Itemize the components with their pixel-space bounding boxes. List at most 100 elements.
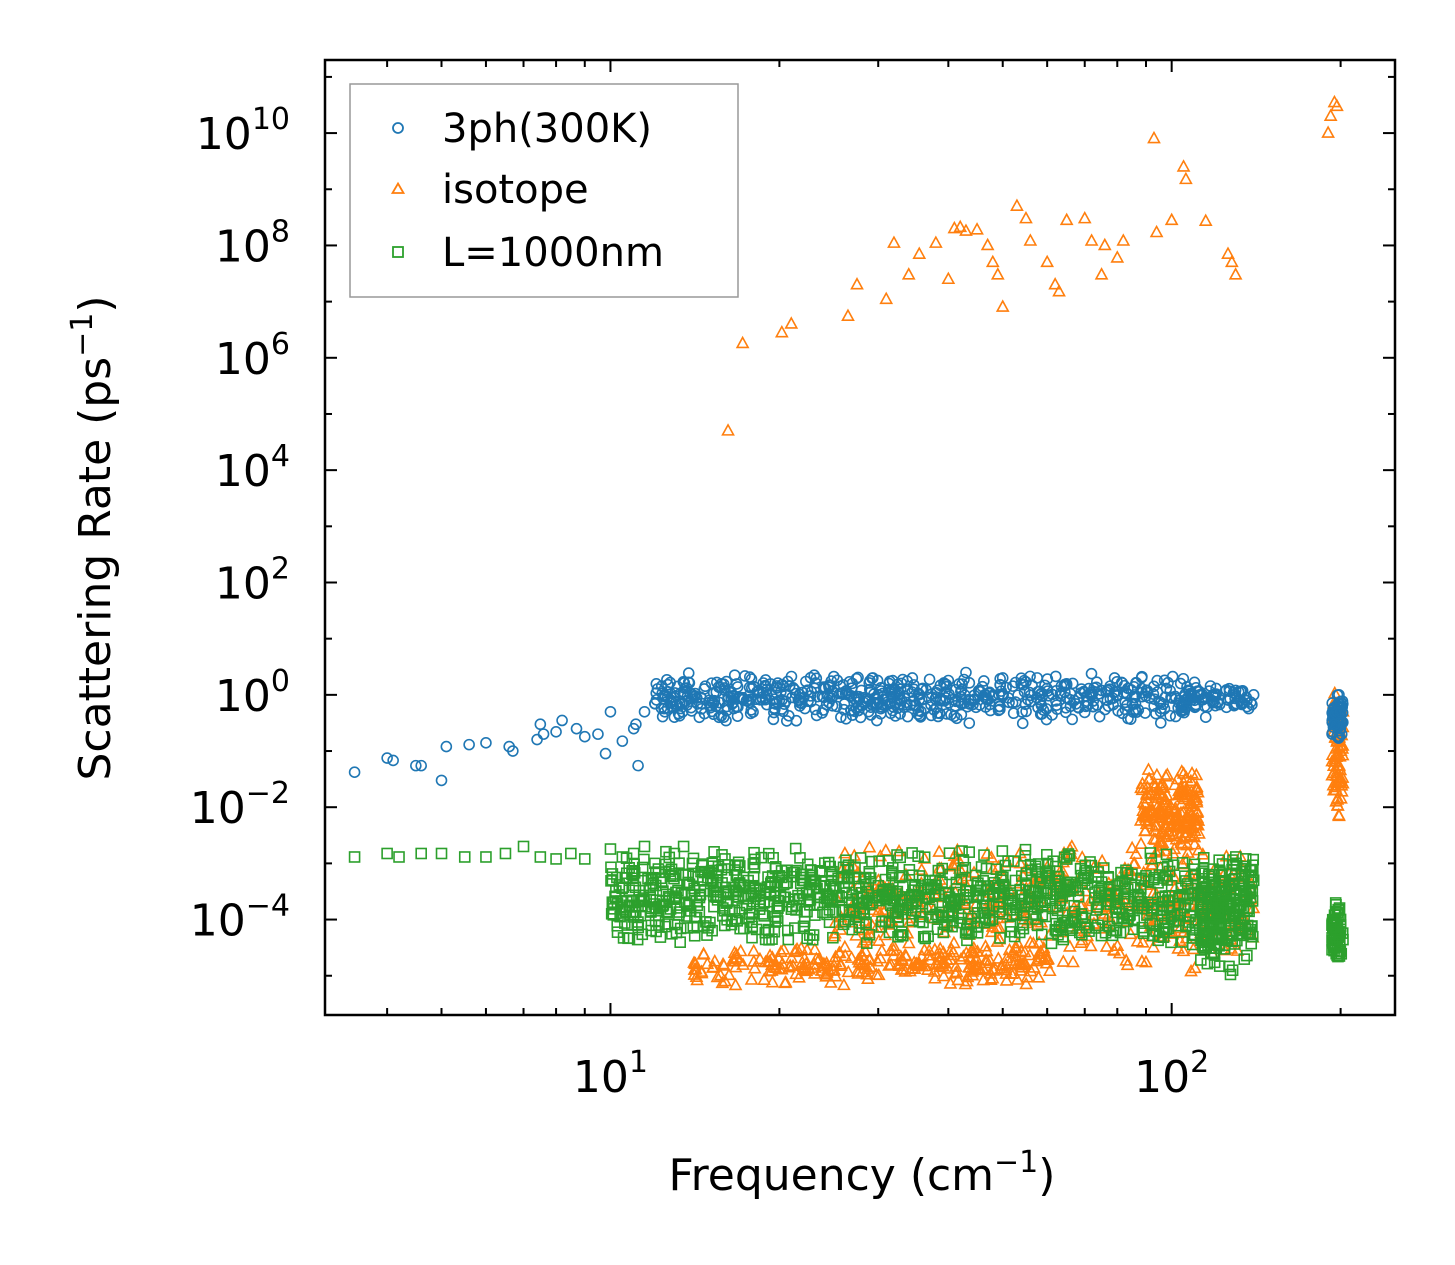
isotope-point — [1323, 108, 1338, 121]
isotope-point — [1134, 836, 1148, 849]
isotope-point — [1094, 267, 1109, 280]
boundary-point — [837, 903, 850, 916]
isotope-point — [1147, 130, 1161, 144]
boundary-point — [781, 924, 794, 937]
boundary-point — [884, 886, 896, 899]
boundary-point — [672, 884, 684, 897]
isotope-point — [1170, 771, 1185, 785]
3ph-point — [996, 672, 1009, 684]
boundary-point — [733, 860, 746, 872]
isotope-point — [1041, 951, 1056, 965]
boundary-point — [762, 847, 775, 860]
3ph-point — [1189, 701, 1201, 714]
legend-label-boundary: L=1000nm — [442, 230, 664, 276]
isotope-point — [744, 972, 759, 985]
3ph-point — [570, 722, 583, 735]
isotope-point — [1112, 945, 1127, 959]
isotope-point — [1010, 972, 1025, 985]
boundary-point — [956, 865, 969, 877]
isotope-point — [921, 962, 935, 975]
3ph-point — [661, 673, 673, 686]
boundary-point — [1120, 864, 1132, 877]
isotope-point — [1030, 953, 1044, 967]
3ph-point — [864, 701, 877, 713]
3ph-point — [916, 682, 929, 695]
isotope-point — [869, 967, 884, 980]
boundary-point — [743, 911, 755, 924]
boundary-point — [818, 879, 830, 892]
isotope-point — [949, 959, 963, 972]
boundary-point — [623, 932, 636, 944]
boundary-point — [1078, 874, 1091, 887]
boundary-point — [1215, 918, 1227, 930]
isotope-point — [912, 246, 927, 259]
3ph-point — [974, 699, 986, 711]
boundary-point — [611, 926, 624, 938]
isotope-point — [850, 277, 864, 290]
3ph-point — [789, 687, 802, 700]
isotope-point — [985, 254, 1000, 268]
isotope-point — [1184, 821, 1198, 834]
boundary-point — [1002, 855, 1014, 867]
boundary-point — [747, 895, 760, 908]
3ph-point — [1034, 708, 1047, 720]
isotope-point — [928, 971, 942, 984]
boundary-point — [1201, 957, 1214, 970]
boundary-point — [1090, 871, 1102, 884]
3ph-point — [818, 691, 830, 704]
boundary-point — [961, 934, 973, 947]
boundary-point — [859, 871, 872, 884]
isotope-point — [882, 958, 896, 971]
isotope-point — [1168, 812, 1183, 826]
boundary-point — [637, 889, 650, 902]
isotope-point — [722, 967, 736, 981]
3ph-point — [908, 694, 920, 707]
3ph-point — [1151, 674, 1163, 687]
isotope-point — [1141, 771, 1156, 785]
3ph-point — [630, 718, 642, 731]
boundary-point — [1019, 850, 1031, 862]
isotope-point — [1032, 935, 1046, 948]
boundary-point — [975, 881, 987, 893]
3ph-point — [717, 711, 730, 723]
legend-box — [349, 83, 739, 298]
isotope-point — [765, 957, 779, 970]
3ph-point — [1085, 667, 1098, 680]
isotope-point — [1224, 941, 1239, 954]
3ph-point — [1191, 685, 1204, 697]
boundary-point — [381, 847, 393, 860]
boundary-point — [1156, 861, 1169, 874]
isotope-point — [1023, 934, 1038, 948]
boundary-point — [1212, 903, 1225, 916]
boundary-point — [716, 849, 728, 861]
3ph-point — [830, 700, 843, 713]
isotope-point — [1179, 171, 1193, 185]
isotope-point — [1133, 813, 1148, 826]
3ph-point — [1337, 716, 1349, 729]
isotope-point — [1187, 836, 1202, 850]
boundary-point — [936, 911, 948, 924]
isotope-point — [978, 939, 993, 952]
3ph-point — [722, 691, 734, 704]
boundary-point — [1008, 930, 1021, 943]
boundary-point — [917, 930, 930, 943]
3ph-point — [1164, 709, 1176, 722]
boundary-point — [988, 876, 1001, 889]
3ph-point — [719, 684, 731, 697]
3ph-point — [1220, 701, 1233, 714]
3ph-point — [1060, 679, 1073, 691]
boundary-point — [947, 908, 959, 921]
boundary-point — [607, 896, 620, 909]
3ph-point — [885, 697, 897, 710]
boundary-point — [789, 842, 802, 855]
isotope-point — [841, 308, 855, 322]
3ph-point — [668, 711, 681, 724]
3ph-point — [659, 705, 671, 718]
boundary-point — [661, 906, 674, 919]
3ph-point — [1210, 682, 1222, 695]
isotope-point — [1176, 943, 1191, 957]
boundary-point — [607, 909, 620, 921]
isotope-point — [999, 973, 1014, 986]
boundary-point — [718, 904, 731, 917]
3ph-point — [997, 688, 1010, 701]
